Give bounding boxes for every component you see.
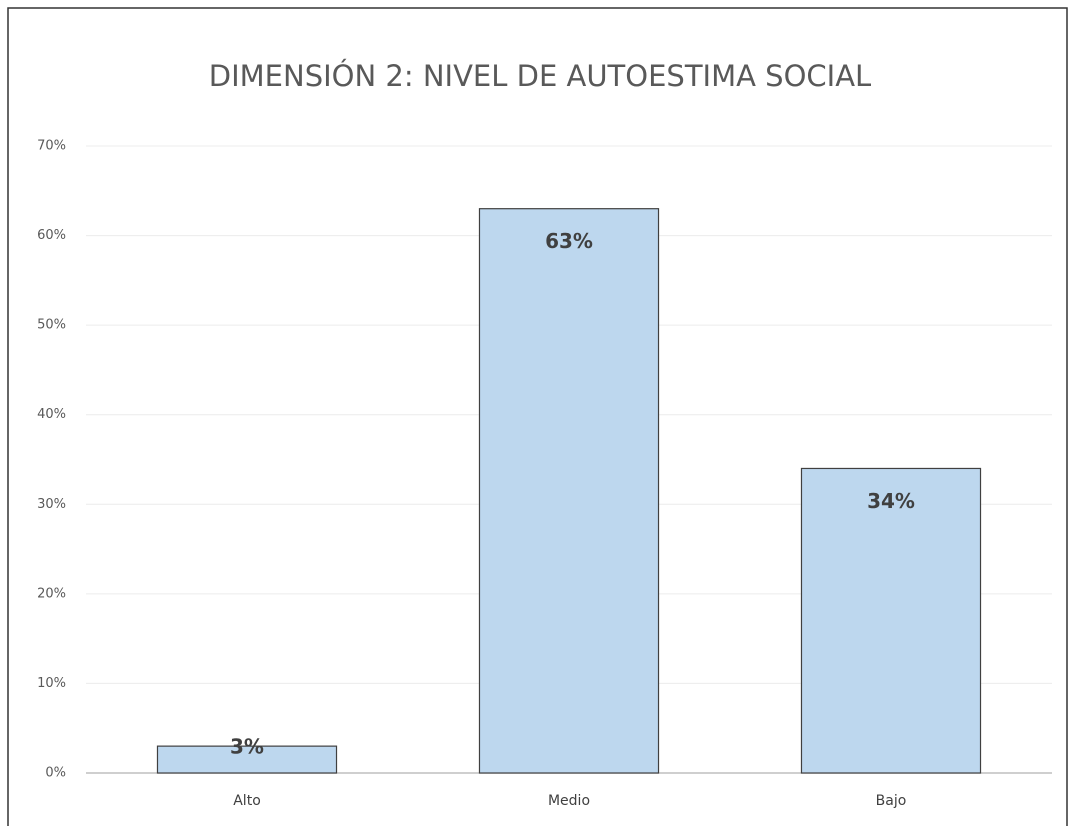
bar <box>478 208 660 774</box>
y-tick-label: 0% <box>45 766 66 781</box>
x-tick-label: Medio <box>548 793 590 809</box>
y-tick-label: 50% <box>37 318 66 333</box>
bar <box>156 745 338 774</box>
y-tick-label: 70% <box>37 139 66 154</box>
y-tick-label: 20% <box>37 586 66 601</box>
data-label: 63% <box>545 229 593 253</box>
y-tick-label: 60% <box>37 228 66 243</box>
y-tick-label: 10% <box>37 676 66 691</box>
x-tick-label: Alto <box>233 793 261 809</box>
chart-title: DIMENSIÓN 2: NIVEL DE AUTOESTIMA SOCIAL <box>209 59 871 93</box>
data-label: 34% <box>867 489 915 513</box>
bar <box>800 467 982 774</box>
x-tick-label: Bajo <box>876 793 907 809</box>
y-tick-label: 30% <box>37 497 66 512</box>
data-label: 3% <box>230 735 264 759</box>
y-tick-label: 40% <box>37 407 66 422</box>
